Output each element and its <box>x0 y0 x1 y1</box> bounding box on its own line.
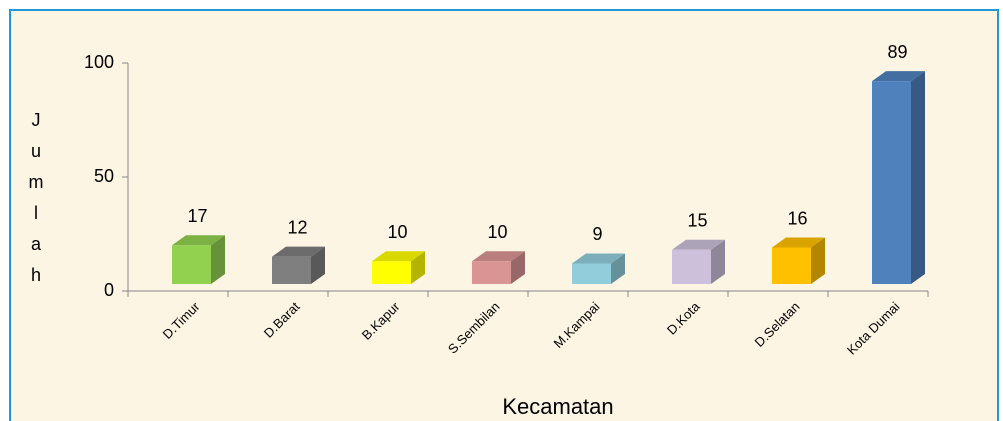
bar-top <box>472 251 525 262</box>
bar <box>572 253 625 284</box>
bar-top <box>672 239 725 250</box>
y-axis-label: Jumlah <box>26 110 46 296</box>
bar-front <box>472 261 511 284</box>
bar-side <box>611 253 625 284</box>
data-label: 10 <box>487 222 507 242</box>
data-label: 10 <box>387 222 407 242</box>
y-tick-label: 0 <box>104 280 114 300</box>
bar-front <box>272 256 311 284</box>
data-label: 15 <box>687 211 707 231</box>
x-axis-label: Kecamatan <box>502 394 613 419</box>
bar <box>272 246 325 284</box>
bar-side <box>511 251 525 284</box>
bar <box>672 239 725 284</box>
bar <box>372 251 425 284</box>
chart-background <box>9 9 999 421</box>
bar-top <box>172 235 225 246</box>
bar-top <box>372 251 425 262</box>
bar-side <box>211 235 225 284</box>
bar <box>172 235 225 284</box>
bar-side <box>911 71 925 284</box>
bar-side <box>811 237 825 284</box>
bar-front <box>172 245 211 284</box>
bar-front <box>772 247 811 284</box>
bar-top <box>272 246 325 257</box>
bar-side <box>711 239 725 284</box>
bar-front <box>372 261 411 284</box>
bar-front <box>872 81 911 284</box>
bar <box>472 251 525 284</box>
bar-top <box>772 237 825 248</box>
bar-front <box>672 249 711 284</box>
data-label: 89 <box>887 42 907 62</box>
y-tick-label: 100 <box>84 52 114 72</box>
data-label: 16 <box>787 208 807 228</box>
bar-front <box>572 263 611 284</box>
data-label: 9 <box>592 224 602 244</box>
bar <box>872 71 925 284</box>
bar-top <box>572 253 625 264</box>
bar-top <box>872 71 925 82</box>
data-label: 12 <box>287 217 307 237</box>
y-tick-label: 50 <box>94 166 114 186</box>
bar-side <box>411 251 425 284</box>
bar <box>772 237 825 284</box>
data-label: 17 <box>187 206 207 226</box>
bar-side <box>311 246 325 284</box>
